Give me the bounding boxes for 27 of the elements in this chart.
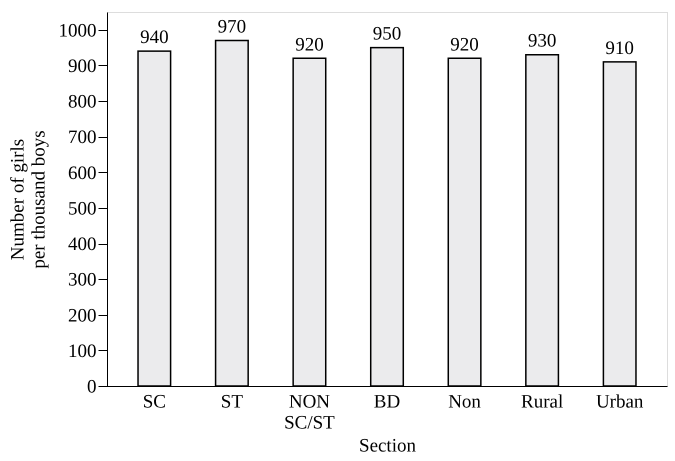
- y-tick-label: 200: [68, 305, 96, 326]
- data-label: 920: [295, 34, 324, 56]
- x-tick-label: Rural: [521, 392, 564, 412]
- data-label: 970: [218, 16, 246, 38]
- x-tick-label: BD: [374, 392, 400, 412]
- x-tick-label: NON SC/ST: [284, 392, 336, 434]
- y-tick-label: 500: [68, 198, 96, 220]
- y-axis-title: Number of girls per thousand boys: [8, 130, 50, 269]
- y-tick-label: 800: [68, 92, 96, 113]
- y-tick-label: 1000: [58, 20, 96, 42]
- x-tick-label: SC: [142, 392, 166, 412]
- data-label: 910: [605, 38, 634, 59]
- data-label: 920: [450, 34, 479, 56]
- y-tick-label: 400: [68, 234, 96, 256]
- data-label: 940: [140, 27, 169, 48]
- y-tick-label: 900: [68, 56, 96, 77]
- data-label: 930: [528, 30, 556, 52]
- y-tick-label: 0: [87, 376, 96, 398]
- y-tick-label: 700: [68, 127, 96, 148]
- y-tick-label: 600: [68, 162, 96, 184]
- x-tick-label: ST: [220, 392, 244, 412]
- y-tick-label: 300: [68, 270, 96, 291]
- x-tick-label: Urban: [596, 392, 644, 412]
- data-label: 950: [372, 24, 402, 45]
- x-tick-label: Non: [448, 392, 482, 412]
- y-tick-label: 100: [68, 340, 96, 362]
- x-axis-title: Section: [359, 436, 416, 456]
